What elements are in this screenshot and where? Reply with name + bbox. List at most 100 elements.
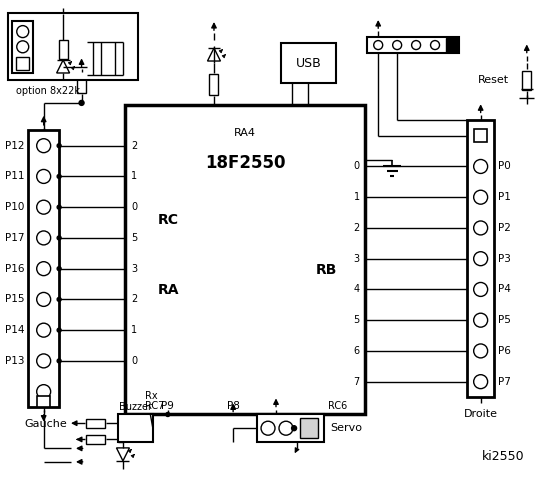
Bar bbox=[522, 71, 531, 90]
Text: 2: 2 bbox=[132, 141, 138, 151]
Text: P5: P5 bbox=[498, 315, 511, 325]
Circle shape bbox=[36, 354, 51, 368]
Text: P11: P11 bbox=[5, 171, 25, 181]
Text: 0: 0 bbox=[353, 161, 360, 171]
Text: P6: P6 bbox=[498, 346, 511, 356]
Bar bbox=[15, 57, 29, 71]
Bar bbox=[28, 130, 59, 407]
Circle shape bbox=[474, 313, 488, 327]
Circle shape bbox=[36, 200, 51, 214]
Circle shape bbox=[57, 205, 61, 209]
Text: P15: P15 bbox=[5, 294, 25, 304]
Circle shape bbox=[57, 328, 61, 332]
Circle shape bbox=[36, 231, 51, 245]
Bar bbox=[467, 120, 494, 397]
Text: 1: 1 bbox=[132, 325, 138, 335]
Circle shape bbox=[57, 298, 61, 301]
Text: RA4: RA4 bbox=[234, 128, 256, 138]
Bar bbox=[86, 419, 105, 428]
Bar bbox=[59, 40, 67, 59]
Circle shape bbox=[474, 344, 488, 358]
Text: RA: RA bbox=[158, 283, 179, 297]
Circle shape bbox=[474, 159, 488, 173]
Text: Reset: Reset bbox=[478, 75, 509, 85]
Bar bbox=[8, 13, 138, 81]
Bar bbox=[77, 72, 86, 94]
Circle shape bbox=[36, 139, 51, 153]
Text: P13: P13 bbox=[5, 356, 25, 366]
Text: RC7: RC7 bbox=[145, 400, 165, 410]
Text: 5: 5 bbox=[353, 315, 360, 325]
Bar bbox=[281, 43, 336, 83]
Text: Gauche: Gauche bbox=[24, 420, 67, 430]
Text: 3: 3 bbox=[132, 264, 138, 274]
Bar bbox=[257, 415, 325, 442]
Text: P1: P1 bbox=[498, 192, 511, 202]
Text: 4: 4 bbox=[353, 285, 360, 294]
Text: P14: P14 bbox=[5, 325, 25, 335]
Bar bbox=[86, 435, 105, 444]
Bar bbox=[37, 396, 50, 407]
Bar bbox=[210, 74, 218, 95]
Circle shape bbox=[474, 282, 488, 297]
Circle shape bbox=[36, 323, 51, 337]
Bar bbox=[12, 21, 33, 73]
Circle shape bbox=[291, 426, 296, 431]
Text: P8: P8 bbox=[227, 400, 239, 410]
Circle shape bbox=[57, 267, 61, 271]
Circle shape bbox=[17, 41, 29, 53]
Circle shape bbox=[57, 144, 61, 148]
Circle shape bbox=[279, 421, 293, 435]
Circle shape bbox=[261, 421, 275, 435]
Text: Droite: Droite bbox=[463, 409, 498, 420]
Text: 0: 0 bbox=[132, 202, 138, 212]
Circle shape bbox=[36, 292, 51, 306]
Text: Buzzer: Buzzer bbox=[119, 402, 152, 412]
Bar bbox=[118, 415, 153, 442]
Circle shape bbox=[474, 375, 488, 389]
Text: P7: P7 bbox=[498, 377, 511, 387]
Circle shape bbox=[57, 174, 61, 179]
Circle shape bbox=[36, 384, 51, 398]
Text: P10: P10 bbox=[6, 202, 25, 212]
Text: 1: 1 bbox=[353, 192, 360, 202]
Circle shape bbox=[431, 41, 440, 49]
Text: USB: USB bbox=[295, 57, 321, 70]
Text: ki2550: ki2550 bbox=[482, 450, 524, 463]
Text: P3: P3 bbox=[498, 254, 511, 264]
Circle shape bbox=[166, 412, 170, 417]
Text: 2: 2 bbox=[132, 294, 138, 304]
Text: 6: 6 bbox=[353, 346, 360, 356]
Text: Servo: Servo bbox=[330, 423, 362, 433]
Bar bbox=[446, 38, 458, 52]
Text: 18F2550: 18F2550 bbox=[205, 154, 285, 172]
Bar bbox=[300, 418, 318, 438]
Text: 3: 3 bbox=[353, 254, 360, 264]
Text: 7: 7 bbox=[353, 377, 360, 387]
Circle shape bbox=[393, 41, 401, 49]
Bar bbox=[474, 129, 487, 142]
Text: P9: P9 bbox=[161, 400, 174, 410]
Circle shape bbox=[79, 100, 84, 106]
Circle shape bbox=[411, 41, 421, 49]
Text: P16: P16 bbox=[5, 264, 25, 274]
Text: RC6: RC6 bbox=[328, 400, 347, 410]
Text: P17: P17 bbox=[5, 233, 25, 243]
Circle shape bbox=[36, 169, 51, 183]
Text: 2: 2 bbox=[353, 223, 360, 233]
Text: P4: P4 bbox=[498, 285, 511, 294]
Circle shape bbox=[374, 41, 383, 49]
Text: 0: 0 bbox=[132, 356, 138, 366]
Text: option 8x22k: option 8x22k bbox=[16, 86, 80, 96]
Circle shape bbox=[57, 236, 61, 240]
Circle shape bbox=[474, 221, 488, 235]
Circle shape bbox=[474, 190, 488, 204]
Text: 1: 1 bbox=[132, 171, 138, 181]
Text: P2: P2 bbox=[498, 223, 511, 233]
Text: RB: RB bbox=[316, 263, 337, 277]
Text: Rx: Rx bbox=[145, 391, 158, 400]
Circle shape bbox=[17, 25, 29, 37]
Text: P0: P0 bbox=[498, 161, 511, 171]
Text: RC: RC bbox=[158, 213, 179, 227]
Circle shape bbox=[474, 252, 488, 265]
